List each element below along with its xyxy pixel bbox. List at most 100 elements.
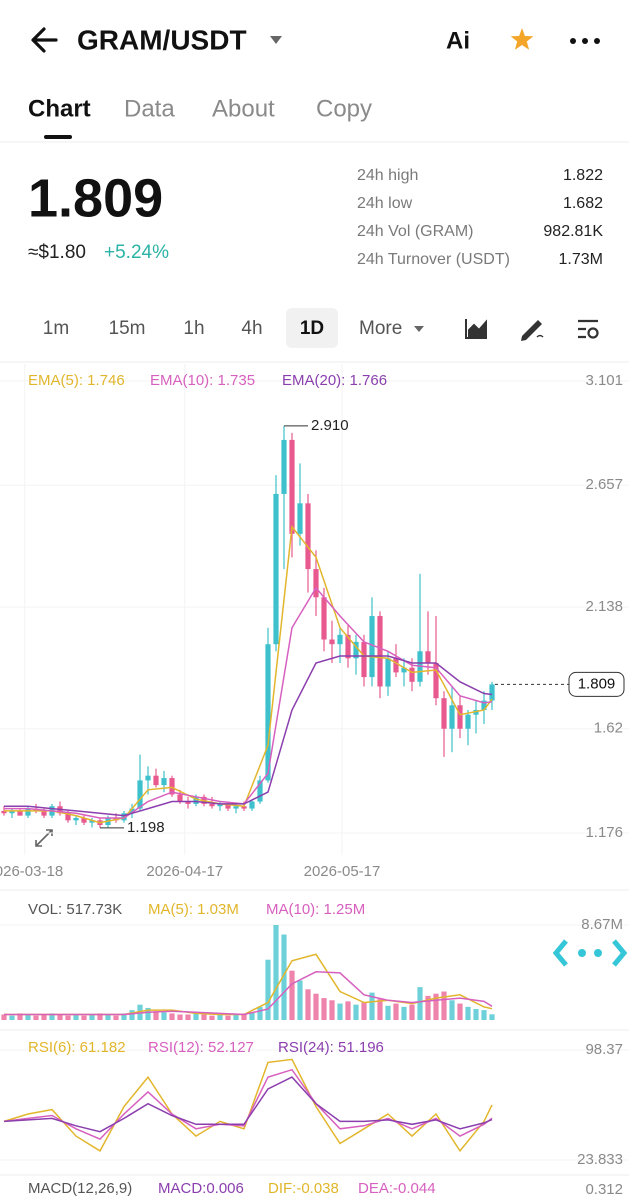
candle-body [17,810,23,816]
y-tick-label: 2.657 [585,476,623,493]
icon-area [468,319,487,337]
more-dropdown[interactable] [414,326,424,332]
volume-bar [393,1003,399,1020]
volume-bar [105,1014,111,1020]
volume-bar [377,999,383,1020]
candle-body [393,658,399,673]
candle-body [265,644,271,781]
indicator-line [3,1068,493,1140]
dot [582,38,588,44]
volume-bar [97,1013,103,1020]
back-button[interactable] [31,27,58,53]
candle-body [297,503,303,534]
icon-mark [536,334,544,338]
volume-bar [353,1004,359,1020]
interval[interactable]: 4h [241,318,262,339]
stat-label: 24h Vol (GRAM) [357,223,473,240]
pair-title[interactable]: GRAM/USDT [77,24,247,55]
brand-logo [552,939,628,967]
volume-bar [161,1012,167,1020]
x-tick-label: 2026-05-17 [304,863,381,880]
y-tick-label: 98.37 [585,1041,623,1058]
last-price-label: 1.809 [578,675,616,692]
tab[interactable]: About [212,95,275,122]
volume-bar [417,987,423,1020]
interval[interactable]: 15m [109,318,146,339]
tab[interactable]: Chart [28,95,91,122]
candle-body [161,778,167,786]
chart-type-icon[interactable] [465,319,487,339]
volume-bar [177,1014,183,1020]
volume-bar [185,1014,191,1020]
y-tick-label: 8.67M [581,916,623,933]
candle-body [249,801,255,809]
candle-body [305,503,311,570]
tab[interactable]: Data [124,95,175,122]
y-tick-label: 1.176 [585,824,623,841]
indicator-line [4,524,493,824]
candle-body [313,569,319,598]
tab-indicator [44,135,72,139]
volume-bar [233,1014,239,1020]
volume-bar [401,1006,407,1020]
more-menu[interactable] [570,38,600,44]
interval[interactable]: 1m [43,318,69,339]
candle-body [257,780,263,802]
interval[interactable]: 1D [300,318,324,339]
candle-body [9,810,15,814]
stat-value: 1.682 [563,195,603,212]
candle-body [281,439,287,494]
icon-pen [521,320,542,341]
candle-body [337,634,343,645]
candle-body [25,808,31,816]
candle-body [89,820,95,823]
candle-body [41,810,47,816]
logo-dot [594,949,602,957]
indicator-line [3,1076,493,1133]
volume-bar [441,991,447,1020]
draw-tool-icon[interactable] [521,320,544,341]
panel-title: VOL: 517.73K [28,901,122,918]
indicator-line [4,655,493,817]
volume-bar [425,995,431,1020]
candle-body [425,651,431,664]
candle-body [73,817,79,821]
expand-icon[interactable] [35,829,53,847]
volume-bar [33,1015,39,1020]
pair-dropdown[interactable] [270,36,282,44]
volume-bar [57,1014,63,1020]
volume-bar [313,993,319,1020]
candle-body [465,714,471,729]
legend-entry: RSI(6): 61.182 [28,1039,126,1056]
settings-icon[interactable] [578,319,599,339]
legend-entry: RSI(24): 51.196 [278,1039,384,1056]
candle-body [385,658,391,687]
candle-body [353,641,359,659]
interval-more[interactable]: More [359,318,402,339]
macd-title: MACD(12,26,9) [28,1180,132,1197]
volume-bar [25,1014,31,1020]
icon-arrows [35,829,53,847]
volume-bar [369,992,375,1020]
volume-bar [241,1013,247,1020]
volume-bar [9,1015,15,1020]
volume-bar [73,1014,79,1020]
favorite-star[interactable] [510,28,534,50]
candle-body [433,663,439,699]
ai-button[interactable]: Ai [446,27,470,54]
tab[interactable]: Copy [316,95,372,122]
extreme-label: 1.198 [127,819,165,836]
candle-body [481,700,487,710]
volume-bar [345,1001,351,1020]
volume-bar [121,1013,127,1020]
interval[interactable]: 1h [183,318,204,339]
logo-dot [578,949,586,957]
candle-body [377,616,383,687]
candle-body [217,803,223,807]
volume-bar [81,1015,87,1020]
volume-bar [321,998,327,1020]
y-tick-label: 2.138 [585,598,623,615]
candle-body [65,813,71,821]
